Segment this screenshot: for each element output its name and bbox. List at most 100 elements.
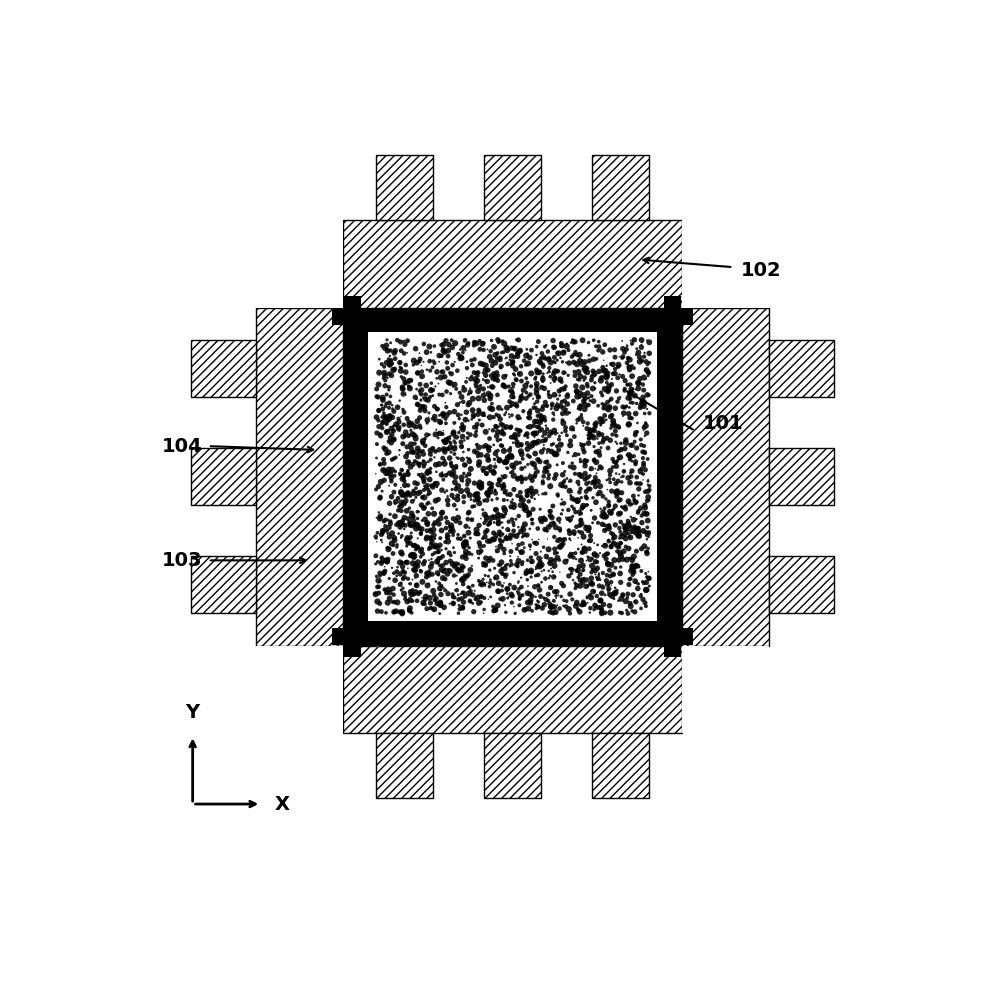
- Point: [502, 448, 518, 464]
- Point: [371, 403, 387, 418]
- Point: [347, 583, 363, 598]
- Point: [470, 406, 486, 422]
- Point: [430, 511, 446, 527]
- Point: [339, 461, 355, 477]
- Point: [577, 397, 593, 412]
- Point: [372, 491, 388, 506]
- Point: [424, 536, 440, 552]
- Point: [542, 507, 558, 523]
- Point: [440, 562, 456, 578]
- Point: [534, 550, 550, 566]
- Point: [563, 488, 579, 503]
- Point: [611, 491, 627, 506]
- Point: [374, 550, 390, 566]
- Point: [528, 535, 544, 551]
- Point: [646, 302, 662, 317]
- Point: [522, 387, 538, 403]
- Point: [542, 555, 558, 571]
- Point: [595, 504, 611, 520]
- Point: [460, 430, 476, 446]
- Point: [438, 541, 454, 557]
- Point: [413, 543, 429, 559]
- Point: [466, 498, 482, 514]
- Point: [585, 551, 601, 567]
- Point: [607, 529, 623, 545]
- Point: [564, 562, 580, 578]
- Point: [406, 492, 422, 507]
- Point: [398, 357, 414, 373]
- Point: [395, 563, 411, 579]
- Point: [641, 405, 657, 421]
- Point: [590, 398, 606, 413]
- Point: [601, 382, 617, 398]
- Point: [576, 361, 592, 377]
- Point: [455, 344, 471, 360]
- Point: [486, 366, 502, 382]
- Point: [627, 622, 643, 638]
- Point: [522, 537, 538, 553]
- Point: [536, 437, 552, 453]
- Point: [421, 552, 437, 568]
- Point: [513, 471, 529, 487]
- Point: [621, 405, 637, 421]
- Point: [387, 532, 403, 548]
- Point: [641, 579, 657, 594]
- Point: [557, 464, 573, 480]
- Point: [603, 575, 619, 590]
- Point: [427, 617, 443, 633]
- Point: [602, 463, 618, 479]
- Point: [485, 531, 501, 547]
- Point: [590, 515, 606, 531]
- Point: [378, 553, 394, 569]
- Point: [506, 342, 522, 358]
- Point: [446, 545, 462, 561]
- Point: [373, 532, 389, 548]
- Point: [617, 625, 633, 641]
- Point: [490, 424, 506, 440]
- Point: [510, 410, 526, 426]
- Point: [415, 390, 431, 405]
- Point: [346, 314, 362, 329]
- Point: [369, 603, 385, 619]
- Point: [546, 422, 562, 438]
- Point: [517, 378, 533, 394]
- Point: [539, 421, 555, 437]
- Point: [374, 525, 390, 541]
- Point: [359, 628, 375, 644]
- Point: [400, 571, 416, 586]
- Point: [627, 456, 643, 472]
- Point: [350, 408, 366, 424]
- Point: [629, 469, 645, 485]
- Point: [415, 453, 431, 469]
- Point: [398, 493, 414, 508]
- Point: [523, 569, 539, 584]
- Point: [607, 454, 623, 470]
- Point: [369, 425, 385, 441]
- Point: [629, 494, 645, 509]
- Point: [661, 370, 677, 386]
- Point: [531, 364, 547, 380]
- Point: [381, 529, 397, 545]
- Point: [418, 301, 434, 316]
- Point: [501, 522, 517, 538]
- Point: [595, 565, 611, 581]
- Point: [488, 531, 504, 547]
- Point: [376, 405, 392, 421]
- Point: [337, 609, 353, 625]
- Point: [536, 590, 552, 606]
- Point: [413, 392, 429, 407]
- Point: [615, 499, 631, 515]
- Point: [400, 486, 416, 501]
- Point: [537, 521, 553, 537]
- Point: [488, 443, 504, 459]
- Point: [367, 633, 383, 649]
- Point: [504, 396, 520, 411]
- Point: [512, 423, 528, 439]
- Point: [598, 370, 614, 386]
- Point: [500, 590, 516, 606]
- Point: [580, 578, 596, 593]
- Point: [429, 479, 445, 494]
- Point: [532, 559, 548, 575]
- Point: [416, 478, 432, 494]
- Point: [450, 488, 466, 503]
